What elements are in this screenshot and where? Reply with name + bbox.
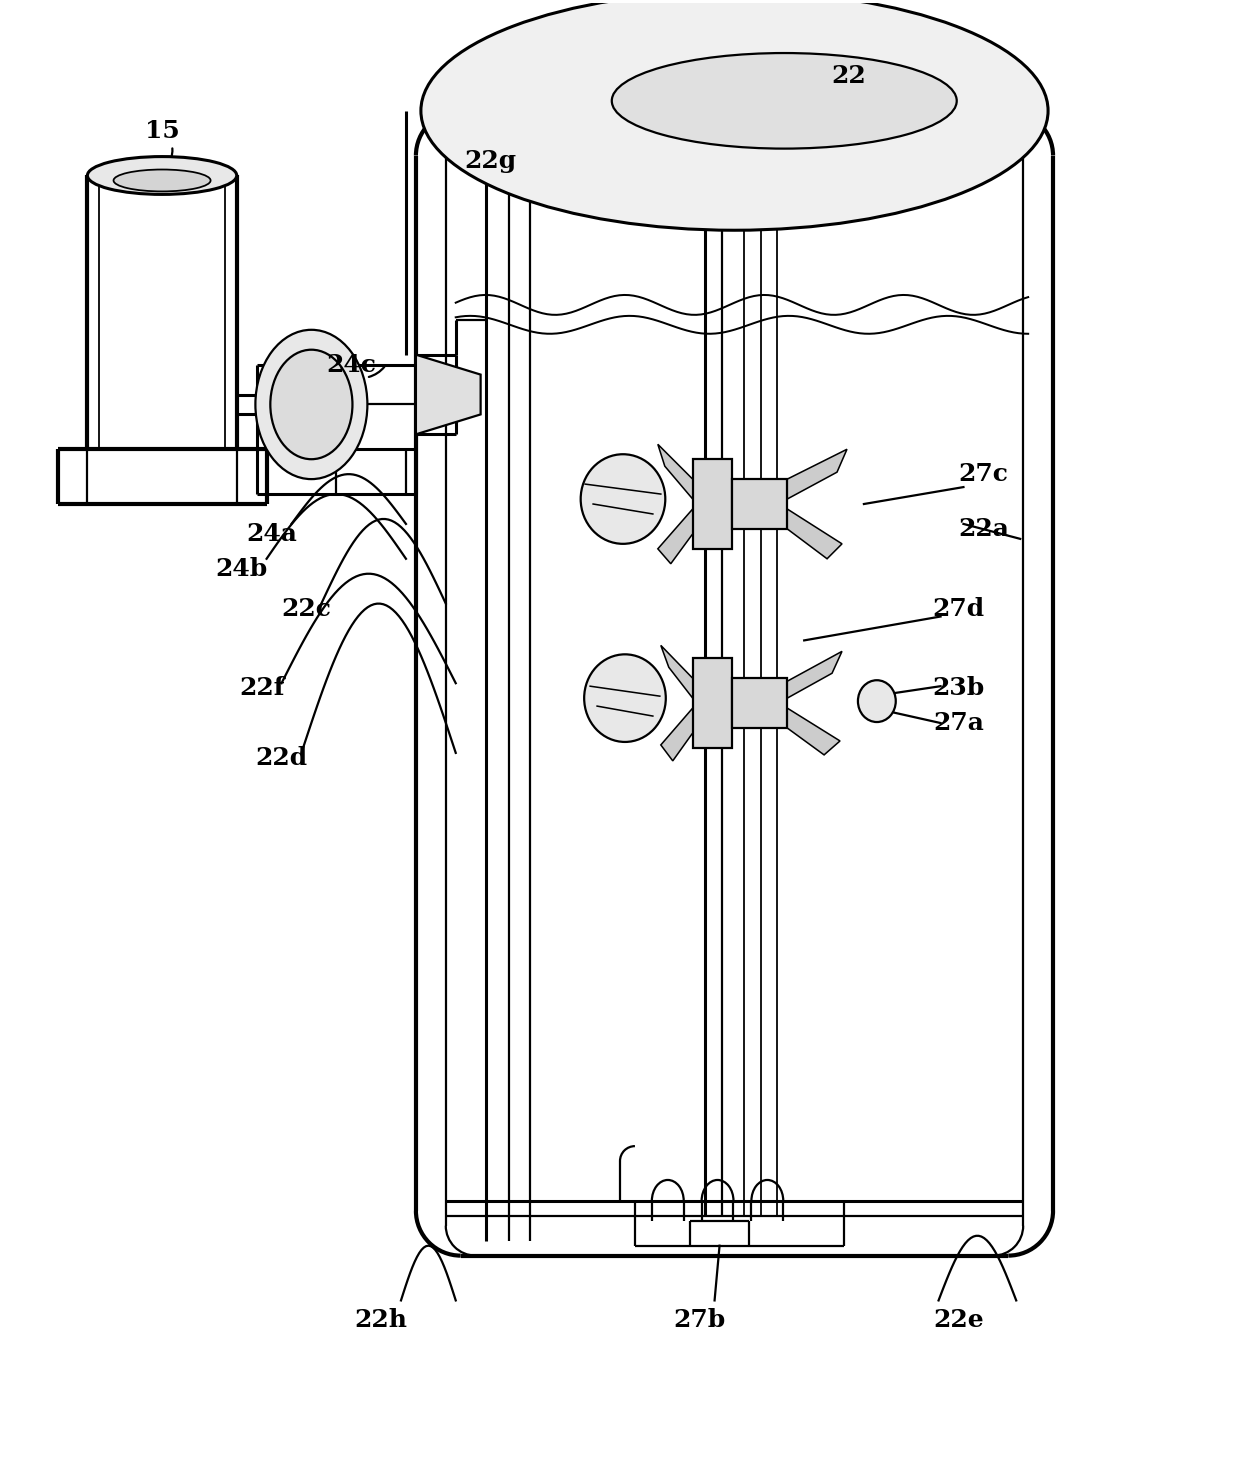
Text: 24c: 24c [326, 353, 376, 376]
Text: 23b: 23b [932, 677, 985, 700]
Text: 22c: 22c [281, 596, 331, 621]
Text: 27b: 27b [673, 1308, 725, 1333]
Ellipse shape [420, 0, 1048, 230]
Ellipse shape [87, 156, 237, 194]
Bar [693, 459, 733, 548]
Text: 22e: 22e [934, 1308, 983, 1333]
Text: 24a: 24a [246, 522, 298, 545]
Ellipse shape [114, 169, 211, 191]
Ellipse shape [611, 52, 957, 149]
Polygon shape [787, 652, 842, 698]
Polygon shape [661, 709, 693, 761]
Text: 22g: 22g [465, 149, 517, 172]
Ellipse shape [584, 655, 666, 742]
Text: 22f: 22f [239, 677, 284, 700]
Polygon shape [415, 354, 481, 434]
Text: 15: 15 [145, 118, 180, 143]
Polygon shape [787, 509, 842, 558]
Ellipse shape [580, 455, 666, 544]
Ellipse shape [255, 330, 367, 480]
Polygon shape [787, 449, 847, 499]
Bar [733, 480, 787, 529]
Text: 22h: 22h [355, 1308, 408, 1333]
Polygon shape [787, 709, 839, 755]
Text: 22a: 22a [959, 518, 1009, 541]
Text: 24b: 24b [216, 557, 268, 580]
Text: 22d: 22d [255, 746, 308, 770]
Text: 27d: 27d [932, 596, 985, 621]
Ellipse shape [283, 366, 340, 442]
Text: 27a: 27a [932, 712, 983, 735]
Polygon shape [658, 509, 693, 564]
Polygon shape [658, 445, 693, 499]
Polygon shape [661, 646, 693, 698]
Bar [693, 659, 733, 748]
Text: 27c: 27c [959, 462, 1008, 486]
Bar [733, 678, 787, 728]
Text: 22: 22 [832, 64, 867, 87]
Ellipse shape [858, 681, 895, 722]
Ellipse shape [270, 350, 352, 459]
